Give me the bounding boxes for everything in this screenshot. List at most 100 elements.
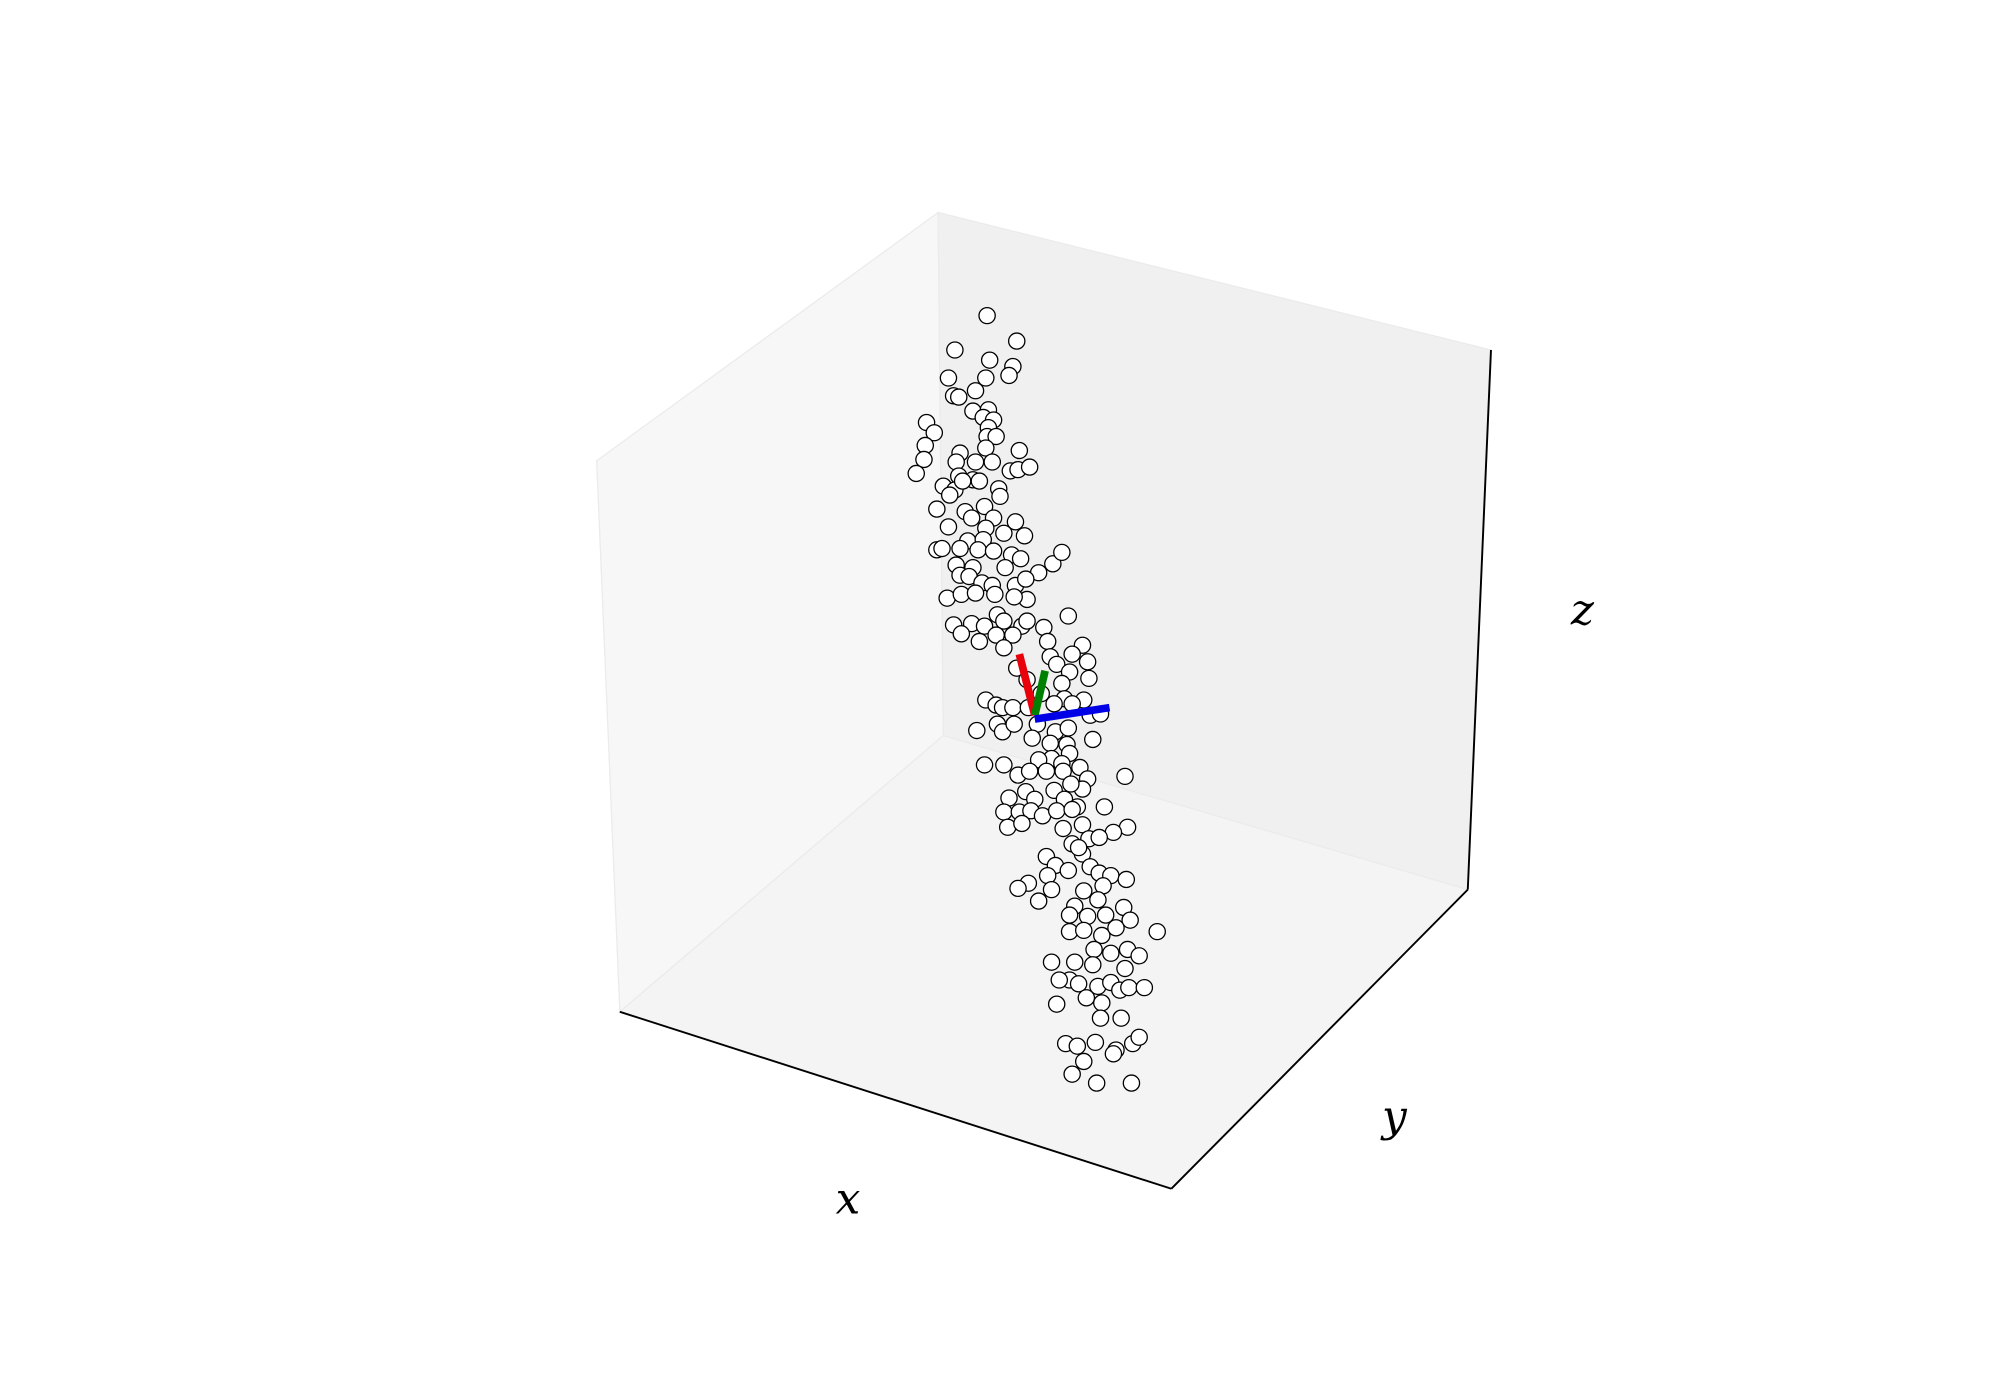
- point: [915, 450, 933, 469]
- point: [952, 625, 971, 643]
- point: [1009, 879, 1027, 898]
- point: [1065, 953, 1084, 971]
- point: [1050, 971, 1069, 989]
- point: [925, 424, 944, 442]
- point: [1042, 880, 1061, 899]
- point: [1069, 975, 1088, 993]
- point: [1029, 892, 1048, 910]
- point: [1085, 940, 1103, 959]
- point: [1004, 698, 1022, 717]
- point: [996, 558, 1014, 577]
- point: [1013, 814, 1031, 833]
- point: [978, 306, 996, 325]
- point: [1078, 653, 1097, 671]
- point: [1059, 607, 1078, 625]
- point: [1038, 632, 1057, 651]
- point: [1075, 921, 1093, 940]
- point: [1054, 762, 1072, 780]
- point: [1089, 891, 1107, 909]
- point: [962, 509, 981, 527]
- point: [1047, 995, 1066, 1013]
- principal-axis: [1031, 669, 1049, 717]
- point: [1017, 570, 1035, 588]
- point: [1042, 953, 1061, 971]
- point: [939, 369, 958, 387]
- point: [966, 453, 985, 471]
- point: [1087, 1074, 1106, 1092]
- point: [1084, 956, 1102, 974]
- point: [1063, 1065, 1081, 1083]
- point: [953, 472, 972, 490]
- point: [1093, 926, 1111, 945]
- point: [1096, 906, 1115, 924]
- point: [1080, 669, 1098, 688]
- point: [1130, 947, 1148, 965]
- point: [1006, 513, 1025, 531]
- x-axis-label: x: [836, 1175, 861, 1225]
- point: [1005, 715, 1023, 733]
- point: [1116, 767, 1134, 786]
- point: [1020, 458, 1039, 476]
- point: [1045, 695, 1063, 713]
- point: [995, 756, 1013, 774]
- point: [1130, 1028, 1148, 1046]
- point: [1063, 800, 1081, 819]
- point: [975, 497, 994, 516]
- point: [983, 453, 1002, 471]
- point: [933, 539, 951, 558]
- point: [1120, 978, 1138, 997]
- point: [1047, 655, 1066, 674]
- point: [1015, 527, 1034, 545]
- point: [1112, 1009, 1130, 1027]
- point: [1053, 543, 1071, 562]
- point: [977, 439, 995, 457]
- point: [1107, 919, 1125, 937]
- point: [1073, 816, 1092, 834]
- point: [1054, 819, 1072, 838]
- point: [1011, 550, 1030, 568]
- point: [1091, 1009, 1110, 1027]
- point: [970, 472, 989, 490]
- point: [1020, 762, 1039, 780]
- point: [995, 612, 1013, 630]
- point: [1075, 1052, 1093, 1071]
- point: [966, 382, 985, 400]
- point: [984, 542, 1003, 560]
- point: [940, 486, 959, 504]
- point: [1095, 798, 1114, 816]
- point: [1062, 775, 1080, 793]
- point: [1047, 802, 1066, 820]
- point: [995, 639, 1013, 657]
- point: [975, 756, 994, 774]
- point: [1063, 645, 1081, 663]
- point: [980, 351, 999, 369]
- point: [947, 453, 965, 471]
- point: [1044, 555, 1062, 573]
- point: [1148, 922, 1166, 941]
- point: [1059, 861, 1078, 880]
- point: [995, 803, 1013, 821]
- point: [1004, 626, 1022, 644]
- point: [1005, 588, 1023, 606]
- point: [986, 585, 1004, 604]
- point: [928, 500, 946, 518]
- point: [969, 541, 987, 559]
- point: [1102, 944, 1120, 962]
- point: [1121, 911, 1139, 929]
- point: [977, 369, 995, 387]
- y-axis-line: [1170, 888, 1469, 1190]
- x-axis-line: [619, 1010, 1172, 1190]
- point: [1093, 994, 1111, 1012]
- point: [1000, 366, 1018, 385]
- point: [1135, 978, 1154, 997]
- point: [968, 721, 986, 740]
- point: [1084, 730, 1102, 749]
- y-axis-label: y: [1380, 1092, 1408, 1142]
- point: [1037, 762, 1056, 780]
- point: [1116, 959, 1134, 978]
- point: [1068, 1037, 1087, 1055]
- point: [991, 487, 1009, 506]
- point: [1086, 1033, 1105, 1052]
